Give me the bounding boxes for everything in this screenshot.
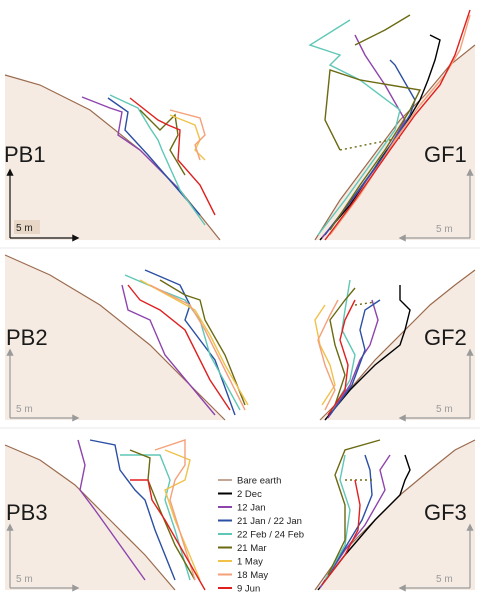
- legend-label: 22 Feb / 24 Feb: [237, 530, 304, 541]
- panel-pb3: PB3 5 m: [4, 439, 206, 592]
- line-21-mar: [159, 279, 246, 406]
- line-12-jan: [77, 439, 146, 581]
- line-9-jun: [321, 479, 361, 586]
- legend-entry: Bare earth: [218, 476, 281, 487]
- legend: Bare earth 2 Dec 12 Jan 21 Jan / 22 Jan 22 F…: [218, 476, 304, 595]
- legend-label: 2 Dec: [237, 489, 262, 500]
- profile-lines: [308, 9, 471, 241]
- line-12-jan: [319, 454, 391, 589]
- line-1-may: [139, 279, 249, 406]
- scale-box: [14, 220, 40, 234]
- line-18-may: [169, 109, 206, 161]
- line-18-may: [329, 14, 471, 236]
- scale-label: 5 m: [16, 404, 33, 415]
- panel-gf3: GF3 5 m: [314, 439, 476, 592]
- ground-fill: [320, 270, 475, 420]
- line-9-jun: [127, 284, 231, 411]
- panel-pb1: PB1 5 m: [4, 74, 221, 242]
- line-12-jan: [327, 299, 379, 419]
- line-22-feb: [120, 454, 191, 581]
- panel-label: GF3: [424, 500, 467, 525]
- profile-lines: [314, 279, 411, 421]
- legend-label: 21 Mar: [237, 543, 267, 554]
- legend-label: 1 May: [237, 557, 263, 568]
- line-21-jan: [329, 299, 381, 416]
- line-18-may: [149, 284, 246, 411]
- panel-gf1: GF1 5 m: [308, 9, 476, 242]
- line-9-jun: [327, 299, 356, 416]
- line-21-mar: [324, 69, 422, 231]
- line-9-jun: [129, 97, 216, 216]
- legend-label: 21 Jan / 22 Jan: [237, 516, 302, 527]
- profile-lines: [77, 439, 206, 591]
- line-21-jan: [107, 97, 201, 216]
- profile-lines: [317, 439, 411, 591]
- line-18-may: [317, 299, 339, 411]
- legend-entry: 18 May: [218, 570, 268, 581]
- ground-fill: [5, 255, 225, 420]
- bare-earth-line: [4, 254, 226, 421]
- legend-label: Bare earth: [237, 476, 281, 487]
- legend-entry: 21 Jan / 22 Jan: [218, 516, 302, 527]
- panel-gf2: GF2 5 m: [314, 269, 476, 422]
- bare-earth-line: [4, 444, 176, 591]
- scale-label: 5 m: [16, 223, 33, 234]
- legend-entry: 1 May: [218, 557, 263, 568]
- line-21-mar-dotted: [354, 301, 376, 306]
- line-1-may: [314, 304, 336, 406]
- line-21-jan: [324, 59, 416, 236]
- line-12-jan: [81, 96, 181, 191]
- profile-lines: [121, 269, 249, 416]
- line-21-mar: [139, 109, 186, 176]
- line-22-feb: [324, 454, 351, 581]
- line-18-may: [154, 439, 196, 581]
- line-21-jan: [89, 439, 176, 581]
- line-21-jan: [321, 454, 373, 586]
- line-22-feb: [308, 19, 401, 236]
- ground-fill: [5, 445, 175, 590]
- scale-label: 5 m: [436, 224, 453, 235]
- legend-entry: 21 Mar: [218, 543, 267, 554]
- legend-label: 9 Jun: [237, 584, 260, 595]
- line-21-mar-dotted: [339, 137, 401, 151]
- line-12-jan: [121, 284, 216, 416]
- panel-label: GF2: [424, 325, 467, 350]
- ground-fill: [5, 75, 220, 240]
- line-21-mar: [327, 439, 381, 576]
- legend-label: 12 Jan: [237, 503, 266, 514]
- line-22-feb: [109, 94, 206, 226]
- legend-entry: 22 Feb / 24 Feb: [218, 530, 304, 541]
- line-9-jun: [324, 9, 471, 241]
- panel-label: PB1: [4, 142, 46, 167]
- line-9-jun: [130, 479, 206, 591]
- legend-label: 18 May: [237, 570, 268, 581]
- line-2-dec: [324, 285, 411, 421]
- scale-label: 5 m: [436, 404, 453, 415]
- profile-lines: [81, 94, 216, 226]
- panel-label: PB2: [6, 325, 48, 350]
- legend-entry: 9 Jun: [218, 584, 260, 595]
- line-21-mar: [329, 287, 356, 406]
- scale-label: 5 m: [436, 574, 453, 585]
- scale-label: 5 m: [16, 574, 33, 585]
- legend-entry: 12 Jan: [218, 503, 266, 514]
- line-21-mar-top: [354, 14, 411, 46]
- line-1-may: [169, 114, 206, 161]
- panel-label: GF1: [424, 142, 467, 167]
- panel-pb2: PB2 5 m: [4, 254, 249, 422]
- legend-entry: 2 Dec: [218, 489, 262, 500]
- line-21-mar: [129, 449, 196, 581]
- panel-label: PB3: [6, 500, 48, 525]
- line-22-feb: [331, 279, 356, 411]
- ground-fill: [315, 440, 475, 590]
